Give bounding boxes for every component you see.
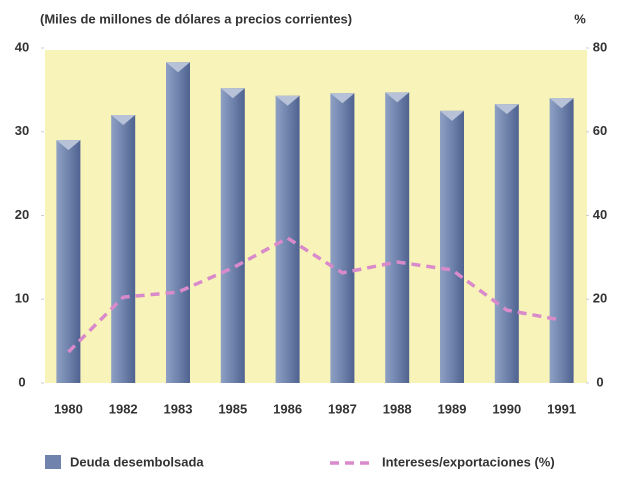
y2-tick-label: 40	[593, 207, 607, 222]
x-tick-label: 1990	[492, 401, 521, 416]
bar-cap	[275, 95, 300, 106]
x-tick-label: 1983	[164, 401, 193, 416]
x-tick-label: 1982	[109, 401, 138, 416]
bar-cap	[440, 110, 464, 121]
legend-label: Intereses/exportaciones (%)	[382, 454, 555, 469]
bar	[56, 140, 81, 383]
legend-label: Deuda desembolsada	[70, 454, 204, 469]
bar-cap	[166, 62, 190, 73]
y2-tick-label: 60	[593, 123, 607, 138]
legend-swatch	[45, 455, 61, 469]
y-tick-label: 10	[15, 291, 29, 306]
x-tick-label: 1987	[328, 401, 357, 416]
bar-cap	[220, 88, 245, 99]
bar-cap	[385, 92, 410, 103]
x-tick-label: 1989	[438, 401, 467, 416]
bar	[440, 110, 464, 383]
line	[67, 236, 562, 354]
y2-tick-label: 20	[593, 291, 607, 306]
bar	[220, 88, 245, 383]
y2-tick-label: 0	[596, 374, 603, 389]
bar	[494, 104, 519, 384]
bar-cap	[330, 93, 355, 104]
bar	[166, 62, 190, 384]
y2-tick-label: 80	[593, 39, 607, 54]
x-tick-label: 1991	[547, 401, 576, 416]
x-tick-label: 1985	[218, 401, 247, 416]
x-tick-label: 1986	[273, 401, 302, 416]
bar-cap	[549, 98, 574, 109]
x-tick-label: 1980	[54, 401, 83, 416]
bar	[330, 93, 355, 383]
chart-title: (Miles de millones de dólares a precios …	[40, 11, 352, 26]
x-tick-label: 1988	[383, 401, 412, 416]
y2-axis-label: %	[574, 11, 586, 26]
bar	[111, 115, 136, 383]
y-tick-label: 0	[18, 374, 25, 389]
bar	[385, 92, 410, 383]
y-tick-label: 20	[15, 207, 29, 222]
bar-cap	[111, 115, 136, 125]
bar-cap	[494, 104, 519, 115]
bar-cap	[56, 140, 81, 151]
y-tick-label: 30	[15, 123, 29, 138]
bar	[549, 98, 574, 383]
y-tick-label: 40	[15, 39, 29, 54]
